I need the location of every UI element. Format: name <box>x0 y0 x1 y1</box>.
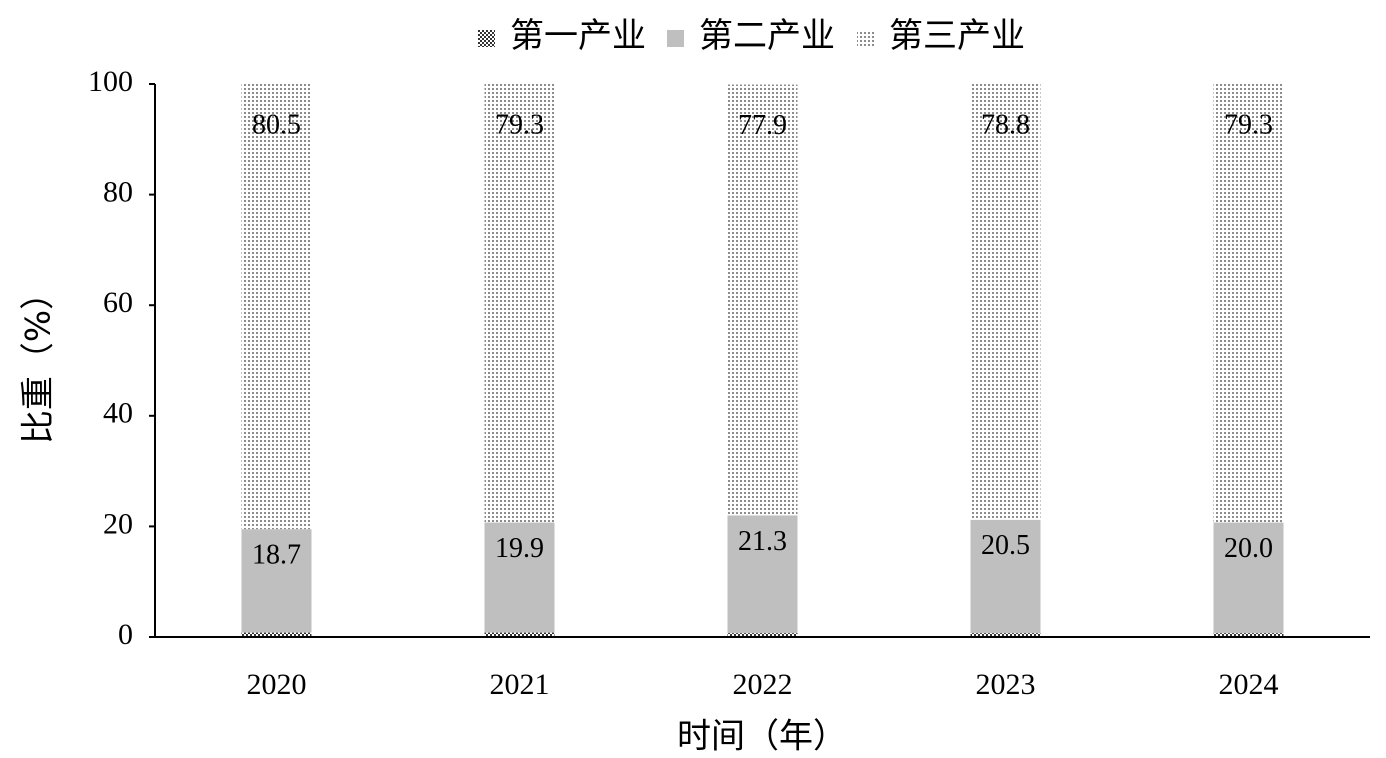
legend-swatch <box>857 30 874 47</box>
bar-segment <box>727 633 798 637</box>
bar-segment <box>241 84 312 530</box>
legend-swatch <box>478 30 495 47</box>
y-axis-title: 比重（%） <box>19 276 59 444</box>
legend-label: 第二产业 <box>699 17 835 55</box>
data-label: 21.3 <box>738 526 787 557</box>
bar-segment <box>727 515 798 634</box>
data-label: 78.8 <box>981 109 1030 140</box>
y-tick-label: 100 <box>88 65 133 98</box>
bar-segment <box>241 529 312 633</box>
bar-segment <box>727 84 798 516</box>
data-label: 20.0 <box>1224 533 1273 564</box>
legend-label: 第一产业 <box>510 17 646 55</box>
bar-segment <box>484 632 555 637</box>
y-tick-label: 40 <box>103 397 133 430</box>
x-tick-label: 2020 <box>247 668 307 701</box>
bar-segment <box>484 522 555 633</box>
legend-swatch <box>667 30 684 47</box>
legend-label: 第三产业 <box>889 17 1025 55</box>
data-label: 79.3 <box>495 109 544 140</box>
bar-segment <box>1213 84 1284 523</box>
x-tick-label: 2022 <box>733 668 793 701</box>
data-label: 77.9 <box>738 110 787 141</box>
bar-segment <box>241 632 312 637</box>
data-label: 79.3 <box>1224 109 1273 140</box>
data-label: 18.7 <box>252 540 301 571</box>
bar-segment <box>1213 522 1284 634</box>
x-tick-label: 2024 <box>1219 668 1279 701</box>
y-tick-label: 0 <box>118 618 133 651</box>
data-label: 20.5 <box>981 530 1030 561</box>
x-tick-label: 2021 <box>490 668 550 701</box>
bar-segment <box>484 84 555 523</box>
data-label: 80.5 <box>252 109 301 140</box>
y-tick-label: 20 <box>103 507 133 540</box>
y-tick-label: 60 <box>103 286 133 319</box>
x-axis-title: 时间（年） <box>677 717 847 757</box>
bar-segment <box>970 633 1041 637</box>
bar-segment <box>970 519 1041 634</box>
y-tick-label: 80 <box>103 175 133 208</box>
x-tick-label: 2023 <box>976 668 1036 701</box>
data-label: 19.9 <box>495 533 544 564</box>
bar-segment <box>1213 633 1284 637</box>
bar-segment <box>970 84 1041 520</box>
